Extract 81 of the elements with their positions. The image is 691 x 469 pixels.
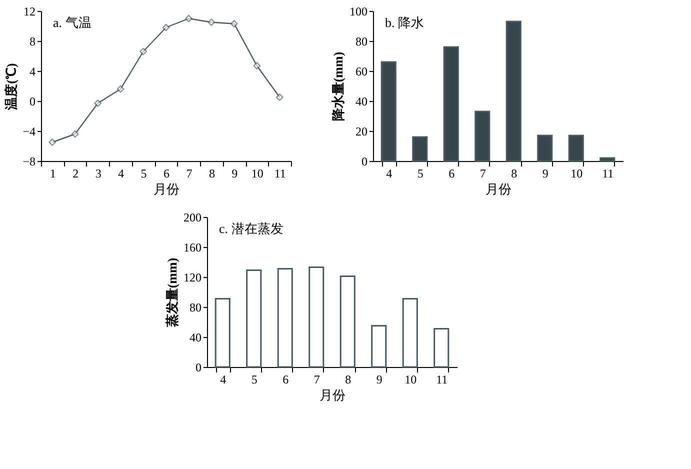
y-tick-label: 4 bbox=[30, 64, 36, 78]
point bbox=[185, 14, 192, 22]
bar bbox=[402, 298, 418, 368]
y-tick-label: 0 bbox=[362, 154, 368, 168]
bar bbox=[412, 136, 428, 162]
x-tick-label: 5 bbox=[251, 372, 258, 386]
x-tick-label: 6 bbox=[164, 166, 170, 180]
x-tick-label: 9 bbox=[542, 166, 548, 180]
x-tick-label: 11 bbox=[602, 166, 614, 180]
bar bbox=[506, 20, 522, 162]
y-tick-label: −4 bbox=[22, 124, 36, 138]
x-tick-label: 11 bbox=[436, 372, 448, 386]
x-tick-label: 10 bbox=[404, 372, 417, 386]
bar bbox=[308, 266, 324, 368]
chart-title: c. 潜在蒸发 bbox=[219, 221, 284, 236]
y-tick-label: 8 bbox=[30, 34, 36, 48]
point bbox=[48, 138, 56, 146]
y-tick-label: 100 bbox=[350, 4, 368, 18]
point bbox=[71, 130, 79, 138]
y-tick-label: 12 bbox=[24, 4, 36, 18]
bar bbox=[380, 61, 396, 162]
point bbox=[230, 20, 238, 28]
x-axis-title: 月份 bbox=[320, 388, 346, 402]
bar bbox=[568, 134, 584, 162]
bar bbox=[537, 134, 553, 162]
y-tick-label: 80 bbox=[190, 300, 202, 314]
y-tick-label: 60 bbox=[356, 64, 368, 78]
y-axis-title: 温度(℃) bbox=[4, 63, 19, 111]
y-axis-title: 蒸发量(mm) bbox=[164, 258, 180, 328]
point bbox=[208, 18, 216, 26]
x-axis-title: 月份 bbox=[154, 182, 180, 196]
y-tick-label: 40 bbox=[190, 330, 202, 344]
point bbox=[116, 85, 124, 93]
x-tick-label: 11 bbox=[274, 166, 286, 180]
y-tick-label: 160 bbox=[184, 240, 202, 254]
x-tick-label: 2 bbox=[72, 166, 79, 180]
bar bbox=[443, 46, 459, 162]
bar bbox=[214, 298, 230, 368]
x-tick-label: 10 bbox=[570, 166, 583, 180]
y-tick-label: 200 bbox=[184, 210, 202, 224]
point bbox=[162, 24, 170, 32]
x-tick-label: 7 bbox=[186, 166, 192, 180]
y-tick-label: 0 bbox=[30, 94, 36, 108]
bar bbox=[600, 157, 616, 162]
x-tick-label: 5 bbox=[140, 166, 147, 180]
bar bbox=[434, 328, 450, 368]
x-tick-label: 9 bbox=[232, 166, 238, 180]
x-tick-label: 4 bbox=[118, 166, 124, 180]
point bbox=[276, 94, 284, 101]
x-axis-title: 月份 bbox=[486, 182, 512, 196]
x-tick-label: 8 bbox=[511, 166, 518, 180]
x-tick-label: 1 bbox=[50, 166, 56, 180]
y-tick-label: 40 bbox=[356, 94, 368, 108]
x-tick-label: 5 bbox=[417, 166, 424, 180]
point bbox=[94, 100, 102, 107]
bar bbox=[474, 110, 490, 162]
bar bbox=[340, 276, 356, 368]
chart-title: a. 气温 bbox=[53, 15, 92, 30]
x-tick-label: 9 bbox=[376, 372, 382, 386]
point bbox=[253, 62, 261, 70]
bar bbox=[246, 270, 262, 368]
y-tick-label: −8 bbox=[22, 154, 36, 168]
y-tick-label: 80 bbox=[356, 34, 368, 48]
x-tick-label: 4 bbox=[386, 166, 392, 180]
y-tick-label: 0 bbox=[196, 360, 202, 374]
x-tick-label: 7 bbox=[480, 166, 486, 180]
point bbox=[140, 48, 147, 56]
x-tick-label: 8 bbox=[345, 372, 352, 386]
bar bbox=[277, 268, 293, 368]
x-tick-label: 8 bbox=[208, 166, 215, 180]
y-tick-label: 20 bbox=[356, 124, 368, 138]
y-tick-label: 120 bbox=[184, 270, 202, 284]
x-tick-label: 10 bbox=[251, 166, 264, 180]
x-tick-label: 7 bbox=[314, 372, 320, 386]
x-tick-label: 6 bbox=[282, 372, 289, 386]
bar bbox=[371, 325, 387, 368]
y-axis-title: 降水量(mm) bbox=[330, 52, 346, 122]
x-tick-label: 6 bbox=[448, 166, 455, 180]
chart-title: b. 降水 bbox=[385, 15, 424, 30]
x-tick-label: 4 bbox=[220, 372, 226, 386]
x-tick-label: 3 bbox=[95, 166, 102, 180]
